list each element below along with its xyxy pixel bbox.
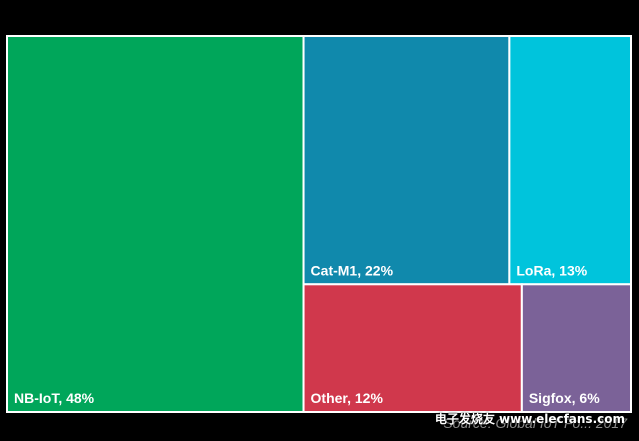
treemap-tiles: NB-IoT, 48% Cat-M1, 22% LoRa, 13% Other, 12… [6,35,633,413]
tile-label-cat-m1: Cat-M1, 22% [311,262,394,278]
tile-label-sigfox: Sigfox, 6% [529,390,600,406]
tile-lora [508,35,633,286]
watermark: 电子发烧友 www.elecfans.com [434,412,625,426]
tile-label-lora: LoRa, 13% [516,262,587,278]
tile-label-nb-iot: NB-IoT, 48% [14,390,95,406]
tile-sigfox [520,283,633,413]
source-note: Source: Global IoT Fo... 2017 [443,415,627,431]
tile-label-other: Other, 12% [311,390,384,406]
tile-cat-m1 [302,35,511,286]
tile-other [302,283,523,413]
tile-nb-iot [6,35,305,413]
